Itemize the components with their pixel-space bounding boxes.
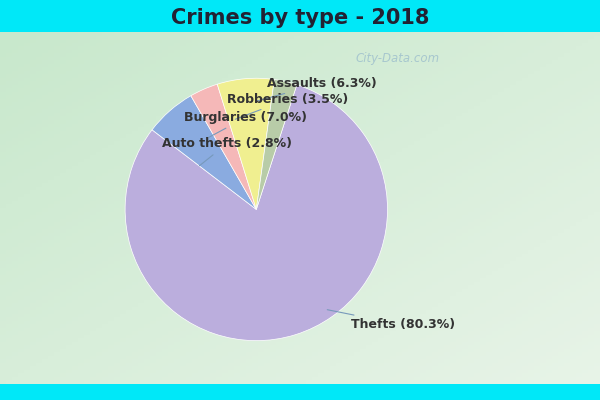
Text: Auto thefts (2.8%): Auto thefts (2.8%) [162,137,292,166]
Wedge shape [256,80,297,210]
Text: Thefts (80.3%): Thefts (80.3%) [327,310,455,331]
Wedge shape [152,96,256,210]
Wedge shape [125,85,388,341]
Text: Robberies (3.5%): Robberies (3.5%) [227,93,349,119]
Text: Assaults (6.3%): Assaults (6.3%) [256,77,377,101]
Text: City-Data.com: City-Data.com [356,52,440,65]
Wedge shape [191,84,256,210]
Wedge shape [217,78,274,210]
Text: Burglaries (7.0%): Burglaries (7.0%) [184,111,307,137]
Text: Crimes by type - 2018: Crimes by type - 2018 [171,8,429,28]
